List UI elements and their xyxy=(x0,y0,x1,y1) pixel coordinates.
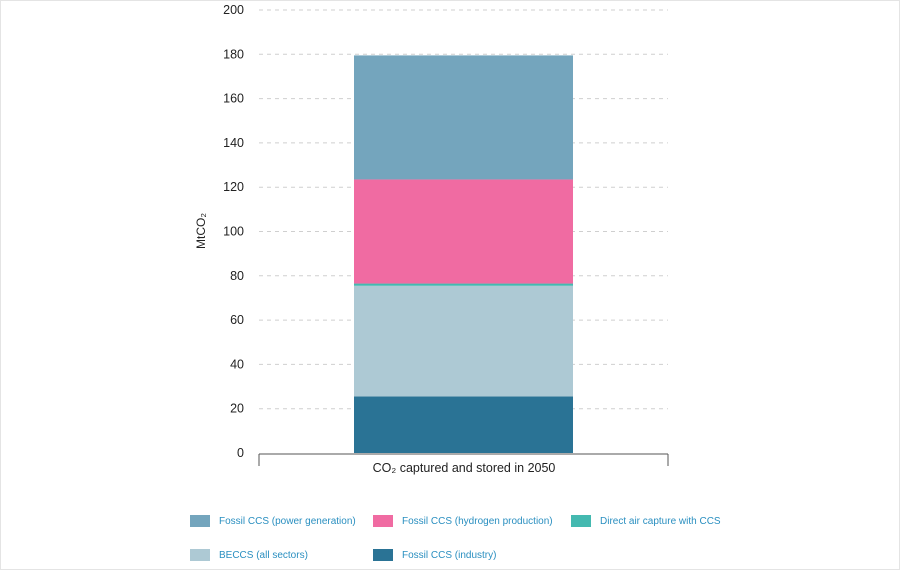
legend-swatch-fossil-ccs-industry- xyxy=(373,549,393,561)
legend-item-fossil-ccs-power-generation-: Fossil CCS (power generation) xyxy=(190,515,356,527)
bar-segment-fossil-ccs-power-generation- xyxy=(354,55,573,180)
y-axis-title: MtCO₂ xyxy=(194,213,208,249)
bar-segment-fossil-ccs-industry- xyxy=(354,396,573,453)
legend-item-fossil-ccs-hydrogen-production-: Fossil CCS (hydrogen production) xyxy=(373,515,553,527)
legend-swatch-fossil-ccs-power-generation- xyxy=(190,515,210,527)
y-axis-ticks: 0 20 40 60 80 100 120 140 160 180 200 xyxy=(223,3,244,460)
bar-segment-direct-air-capture-with-ccs xyxy=(354,283,573,286)
y-tick-label-0: 0 xyxy=(237,446,244,460)
y-tick-label-200: 200 xyxy=(223,3,244,17)
legend-item-direct-air-capture-with-ccs: Direct air capture with CCS xyxy=(571,515,721,527)
bar-segment-beccs-all-sectors- xyxy=(354,285,573,397)
bar-segment-fossil-ccs-hydrogen-production- xyxy=(354,179,573,284)
legend-item-beccs-all-sectors-: BECCS (all sectors) xyxy=(190,549,308,561)
legend-item-fossil-ccs-industry-: Fossil CCS (industry) xyxy=(373,549,496,561)
legend-swatch-beccs-all-sectors- xyxy=(190,549,210,561)
legend-label-fossil-ccs-industry-: Fossil CCS (industry) xyxy=(402,549,497,561)
y-tick-label-40: 40 xyxy=(230,357,244,371)
legend-label-fossil-ccs-hydrogen-production-: Fossil CCS (hydrogen production) xyxy=(402,515,553,527)
x-category-label: CO₂ captured and stored in 2050 xyxy=(373,461,556,475)
legend-label-direct-air-capture-with-ccs: Direct air capture with CCS xyxy=(600,515,721,527)
y-tick-label-60: 60 xyxy=(230,313,244,327)
legend-swatch-direct-air-capture-with-ccs xyxy=(571,515,591,527)
y-tick-label-20: 20 xyxy=(230,402,244,416)
x-axis xyxy=(258,453,669,466)
legend: Fossil CCS (power generation) Fossil CCS … xyxy=(190,515,790,565)
legend-label-beccs-all-sectors-: BECCS (all sectors) xyxy=(219,549,308,561)
legend-label-fossil-ccs-power-generation-: Fossil CCS (power generation) xyxy=(219,515,356,527)
y-tick-label-140: 140 xyxy=(223,136,244,150)
y-tick-label-80: 80 xyxy=(230,269,244,283)
y-tick-label-100: 100 xyxy=(223,225,244,239)
y-tick-label-180: 180 xyxy=(223,47,244,61)
bar-segments xyxy=(354,55,573,453)
y-tick-label-120: 120 xyxy=(223,180,244,194)
legend-swatch-fossil-ccs-hydrogen-production- xyxy=(373,515,393,527)
y-tick-label-160: 160 xyxy=(223,92,244,106)
